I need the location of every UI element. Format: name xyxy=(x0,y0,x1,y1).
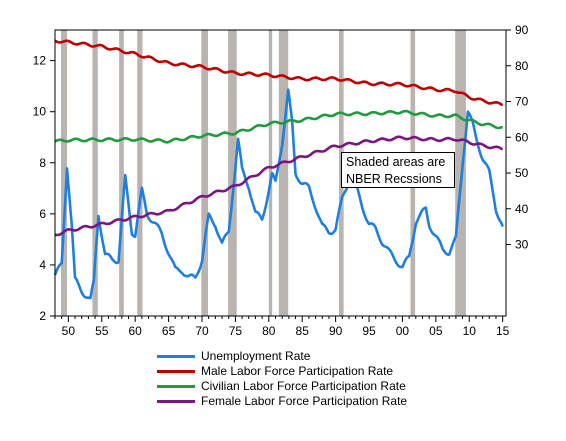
right-tick-label-60: 60 xyxy=(515,130,529,144)
x-tick-label-80: 80 xyxy=(262,324,276,338)
left-tick-label-6: 6 xyxy=(39,207,46,221)
legend-swatch-female xyxy=(157,400,195,403)
recession-note-line-2: NBER Recssions xyxy=(346,172,442,186)
right-tick-label-90: 90 xyxy=(515,23,529,37)
x-tick-label-05: 05 xyxy=(429,324,443,338)
legend: Unemployment Rate Male Labor Force Parti… xyxy=(157,349,407,409)
legend-swatch-unemployment xyxy=(157,355,195,358)
legend-label-unemployment: Unemployment Rate xyxy=(201,349,311,363)
recession-band-1 xyxy=(92,30,98,316)
axes: 50 55 60 65 70 75 80 85 90 95 00 05 10 15 2 4 6 8 10 12 30 40… xyxy=(33,23,529,338)
x-tick-label-90: 90 xyxy=(329,324,343,338)
x-tick-label-85: 85 xyxy=(296,324,310,338)
recession-band-0 xyxy=(61,30,68,316)
right-tick-label-30: 30 xyxy=(515,238,529,252)
left-tick-label-12: 12 xyxy=(33,54,47,68)
left-tick-label-4: 4 xyxy=(39,258,46,272)
x-tick-label-55: 55 xyxy=(95,324,109,338)
legend-swatch-civilian xyxy=(157,385,195,388)
legend-label-civilian: Civilian Labor Force Participation Rate xyxy=(201,379,406,393)
left-tick-label-10: 10 xyxy=(33,105,47,119)
legend-item-female: Female Labor Force Participation Rate xyxy=(157,394,407,409)
right-tick-label-70: 70 xyxy=(515,95,529,109)
x-tick-label-15: 15 xyxy=(496,324,510,338)
recession-band-10 xyxy=(455,30,466,316)
x-tick-label-75: 75 xyxy=(229,324,243,338)
recession-band-7 xyxy=(278,30,289,316)
x-tick-label-60: 60 xyxy=(128,324,142,338)
x-tick-label-10: 10 xyxy=(463,324,477,338)
recession-note-line-1: Shaded areas are xyxy=(346,155,446,169)
right-tick-label-80: 80 xyxy=(515,59,529,73)
legend-swatch-male xyxy=(157,370,195,373)
x-tick-label-95: 95 xyxy=(362,324,376,338)
legend-item-unemployment: Unemployment Rate xyxy=(157,349,407,364)
recession-note: Shaded areas are NBER Recssions xyxy=(341,152,455,188)
x-tick-label-00: 00 xyxy=(396,324,410,338)
right-tick-label-40: 40 xyxy=(515,202,529,216)
x-tick-label-70: 70 xyxy=(195,324,209,338)
legend-item-civilian: Civilian Labor Force Participation Rate xyxy=(157,379,407,394)
right-tick-label-50: 50 xyxy=(515,166,529,180)
series-lines xyxy=(53,39,504,300)
legend-label-male: Male Labor Force Participation Rate xyxy=(201,364,394,378)
recession-band-4 xyxy=(201,30,209,316)
series-line-3 xyxy=(54,135,503,237)
recession-band-6 xyxy=(268,30,273,316)
recession-band-3 xyxy=(137,30,143,316)
left-tick-label-8: 8 xyxy=(39,156,46,170)
x-tick-label-50: 50 xyxy=(62,324,76,338)
recession-band-2 xyxy=(119,30,124,316)
legend-item-male: Male Labor Force Participation Rate xyxy=(157,364,407,379)
recession-band-5 xyxy=(228,30,237,316)
x-tick-label-65: 65 xyxy=(162,324,176,338)
left-tick-label-2: 2 xyxy=(39,309,46,323)
legend-label-female: Female Labor Force Participation Rate xyxy=(201,394,408,408)
series-line-1 xyxy=(54,39,503,106)
series-line-2 xyxy=(54,109,504,144)
